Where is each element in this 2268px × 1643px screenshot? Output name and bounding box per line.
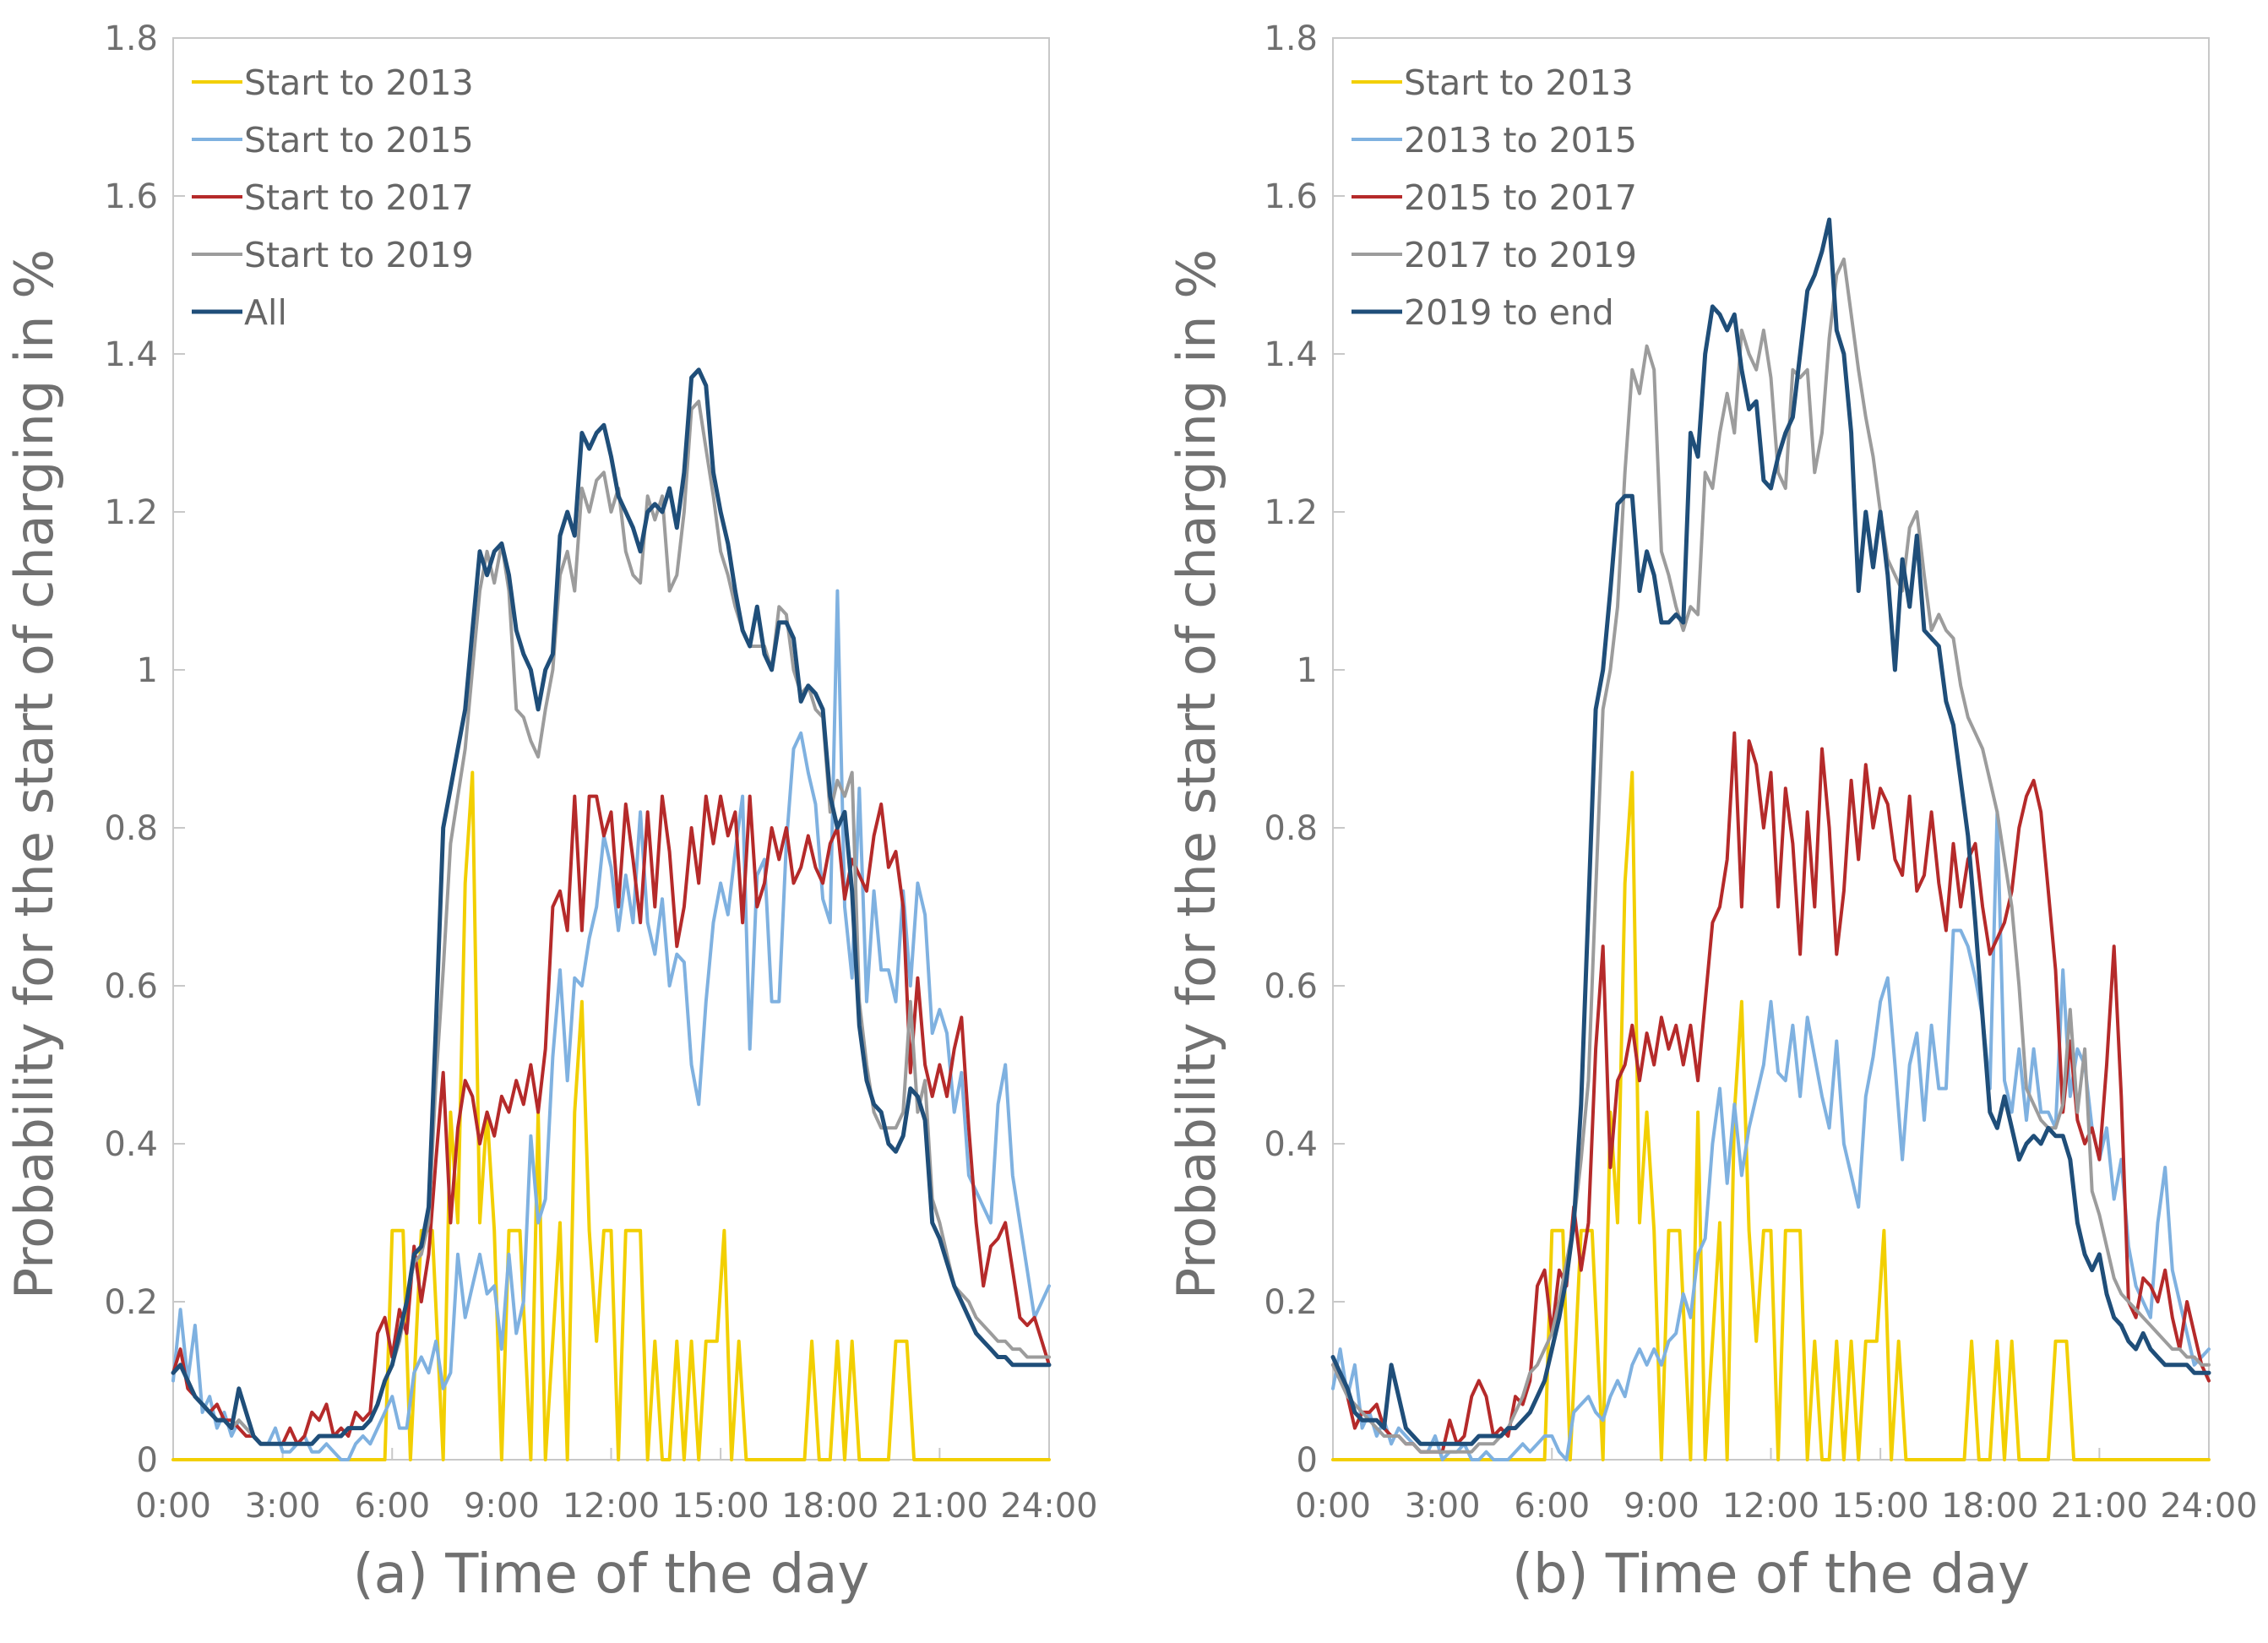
y-tick-label: 0.6 — [104, 967, 158, 1006]
series-line-start-to-2013 — [171, 770, 1051, 1461]
legend-entry-label: Start to 2015 — [244, 120, 474, 160]
y-tick-label: 1 — [137, 651, 158, 690]
y-tick-label: 1 — [1297, 651, 1318, 690]
series-line-2019-to-end — [1330, 217, 2211, 1446]
y-tick-label: 1.6 — [104, 177, 158, 216]
x-tick-label: 18:00 — [1941, 1487, 2038, 1526]
y-tick-label: 0.4 — [1264, 1125, 1318, 1164]
y-tick-label: 0 — [1297, 1441, 1318, 1480]
x-tick-label: 3:00 — [1405, 1487, 1481, 1526]
series-line-start-to-2019 — [171, 400, 1051, 1446]
x-tick-label: 21:00 — [2051, 1487, 2148, 1526]
x-tick-label: 0:00 — [135, 1487, 211, 1526]
x-tick-label: 12:00 — [563, 1487, 660, 1526]
legend-entry-label: All — [244, 292, 287, 333]
x-tick-label: 21:00 — [891, 1487, 988, 1526]
series-line-start-to-2013 — [1331, 770, 2211, 1461]
y-tick-label: 1.6 — [1264, 177, 1318, 216]
y-tick-label: 1.8 — [1264, 19, 1318, 58]
x-tick-label: 24:00 — [2160, 1487, 2257, 1526]
panel-b: 0 0.2 0.4 0.6 0.8 1 1.2 1.4 1.6 1.8 0:00 3:00 6:00 9:… — [1166, 19, 2258, 1606]
x-tick-label: 24:00 — [1000, 1487, 1097, 1526]
y-tick-label: 0.6 — [1264, 967, 1318, 1006]
legend-entry-label: 2019 to end — [1404, 292, 1614, 333]
y-tick-label: 0.8 — [104, 809, 158, 848]
series-line-start-to-2017 — [171, 794, 1051, 1446]
legend: Start to 2013 2013 to 2015 2015 to 2017 201… — [1352, 63, 1637, 333]
x-tick-label: 3:00 — [245, 1487, 321, 1526]
y-tick-label: 1.4 — [104, 335, 158, 374]
y-tick-label: 1.2 — [1264, 493, 1318, 532]
y-tick-label: 1.8 — [104, 19, 158, 58]
legend: Start to 2013 Start to 2015 Start to 2017 S… — [192, 63, 474, 333]
y-tick-label: 1.2 — [104, 493, 158, 532]
legend-entry-label: Start to 2013 — [244, 63, 474, 103]
y-tick-label: 0.8 — [1264, 809, 1318, 848]
x-tick-label: 0:00 — [1295, 1487, 1371, 1526]
legend-entry-label: 2013 to 2015 — [1404, 120, 1637, 160]
legend-entry-label: Start to 2013 — [1404, 63, 1634, 103]
x-tick-label: 15:00 — [1831, 1487, 1928, 1526]
legend-entry-label: 2015 to 2017 — [1404, 177, 1637, 218]
panel-a: 0 0.2 0.4 0.6 0.8 1 1.2 1.4 1.6 1.8 0:00 3:00 6:00 9:… — [3, 19, 1098, 1606]
y-tick-label: 0.2 — [1264, 1283, 1318, 1322]
y-tick-label: 1.4 — [1264, 335, 1318, 374]
x-tick-label: 9:00 — [1623, 1487, 1700, 1526]
y-axis-title: Probability for the start of charging in… — [1166, 249, 1227, 1299]
y-tick-label: 0 — [137, 1441, 158, 1480]
legend-entry-label: 2017 to 2019 — [1404, 235, 1637, 275]
x-tick-label: 12:00 — [1722, 1487, 1819, 1526]
y-tick-label: 0.2 — [104, 1283, 158, 1322]
legend-entry-label: Start to 2017 — [244, 177, 474, 218]
x-axis-title: (b) Time of the day — [1512, 1543, 2030, 1606]
x-tick-label: 6:00 — [1514, 1487, 1590, 1526]
x-axis-title: (a) Time of the day — [353, 1543, 870, 1606]
x-tick-label: 6:00 — [354, 1487, 430, 1526]
series-line-2015-to-2017 — [1331, 731, 2211, 1454]
y-tick-label: 0.4 — [104, 1125, 158, 1164]
series-line-2013-to-2015 — [1331, 810, 2211, 1461]
x-tick-label: 18:00 — [781, 1487, 878, 1526]
series-line-start-to-2015 — [171, 589, 1051, 1461]
x-tick-label: 9:00 — [464, 1487, 540, 1526]
y-axis-title: Probability for the start of charging in… — [3, 249, 65, 1299]
legend-entry-label: Start to 2019 — [244, 235, 474, 275]
x-tick-label: 15:00 — [672, 1487, 769, 1526]
series-line-all — [171, 367, 1052, 1446]
series-line-2017-to-2019 — [1331, 257, 2211, 1454]
